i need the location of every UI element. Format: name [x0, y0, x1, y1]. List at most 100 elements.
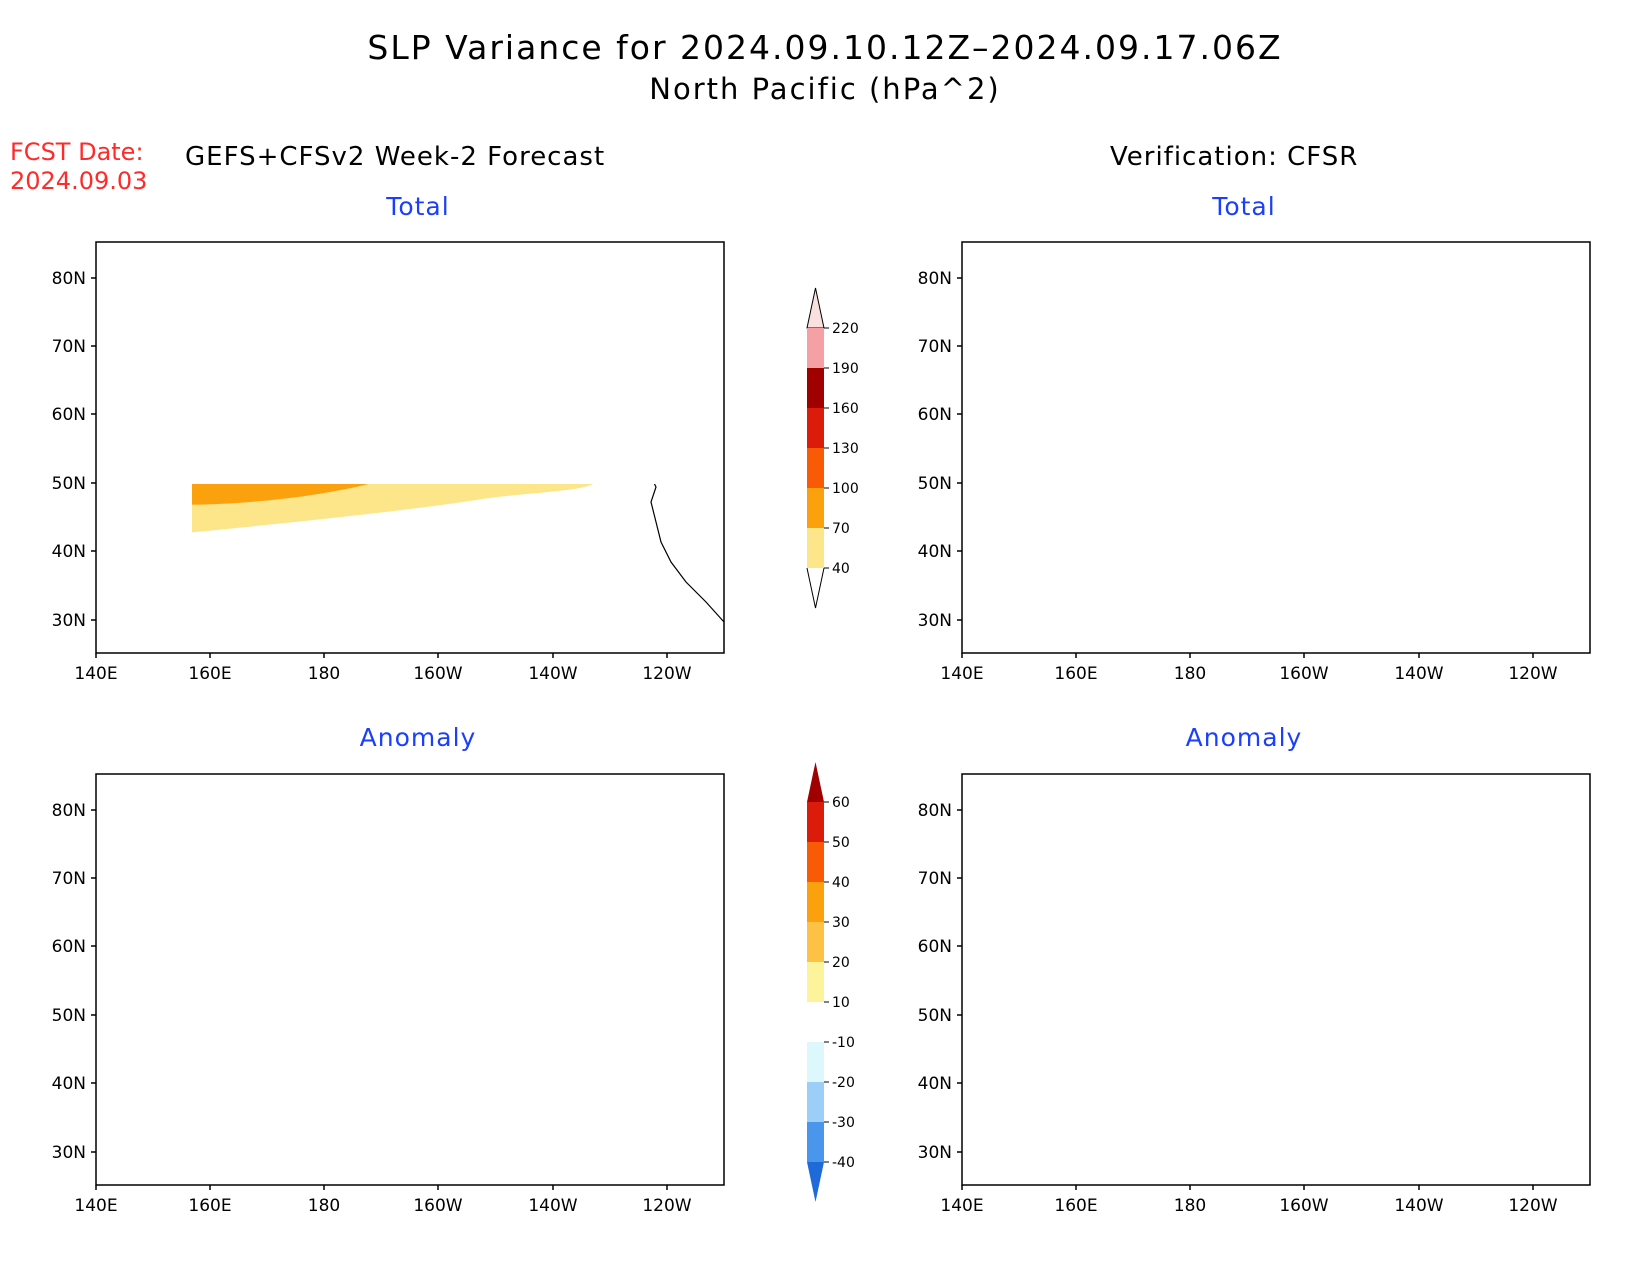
- lon-tick-label: 160E: [1054, 1196, 1097, 1216]
- colorbar-total-swatch: [807, 528, 824, 568]
- lat-tick-label: 50N: [52, 474, 86, 494]
- colorbar-anomaly-swatch: [807, 1082, 824, 1122]
- colorbar-total-label: 130: [832, 441, 859, 457]
- main-subtitle: North Pacific (hPa^2): [649, 72, 1001, 106]
- lat-tick-label: 70N: [52, 337, 86, 357]
- lon-tick-label: 160W: [413, 1196, 462, 1216]
- colorbar-anomaly-swatch: [807, 922, 824, 962]
- contour-fills-verification-total: [962, 242, 1462, 542]
- colorbar-anomaly: 60 50 40 30 20 10 -10 -20 -30 -40: [807, 762, 855, 1202]
- lat-tick-label: 60N: [918, 405, 952, 425]
- lon-tick-label: 140E: [940, 664, 983, 684]
- colorbar-anomaly-swatch: [807, 802, 824, 842]
- colorbar-total-label: 190: [832, 361, 859, 377]
- lon-tick-label: 120W: [642, 1196, 691, 1216]
- map-verification-anomaly: [956, 773, 1591, 1191]
- map-verification-total: [956, 241, 1591, 659]
- colorbar-anomaly-swatch: [807, 842, 824, 882]
- colorbar-anomaly-swatch: [807, 882, 824, 922]
- lat-tick-label: 80N: [918, 801, 952, 821]
- colorbar-total-label: 160: [832, 401, 859, 417]
- colorbar-anomaly-label: 30: [832, 915, 850, 931]
- lon-tick-label: 140E: [940, 1196, 983, 1216]
- fcst-date-label: FCST Date:: [10, 138, 144, 166]
- colorbar-anomaly-label: -20: [832, 1075, 855, 1091]
- lat-tick-label: 50N: [52, 1006, 86, 1026]
- colorbar-total-swatch: [807, 368, 824, 408]
- lat-tick-label: 60N: [918, 937, 952, 957]
- colorbar-total-label: 40: [832, 561, 850, 577]
- colorbar-anomaly-label: 40: [832, 875, 850, 891]
- lat-tick-label: 80N: [918, 269, 952, 289]
- colorbar-anomaly-label: -30: [832, 1115, 855, 1131]
- panel-title-verification-total: Total: [1212, 192, 1276, 221]
- lat-tick-label: 50N: [918, 474, 952, 494]
- colorbar-anomaly-label: 60: [832, 795, 850, 811]
- colorbar-total-label: 70: [832, 521, 850, 537]
- lat-tick-label: 80N: [52, 801, 86, 821]
- map-forecast-anomaly: [90, 773, 725, 1191]
- lon-tick-label: 160E: [188, 664, 231, 684]
- forecast-header: GEFS+CFSv2 Week-2 Forecast: [185, 142, 606, 172]
- lat-tick-label: 60N: [52, 405, 86, 425]
- lon-tick-label: 180: [1174, 1196, 1206, 1216]
- lat-tick-label: 40N: [918, 542, 952, 562]
- colorbar-total-top-arrow: [806, 287, 825, 329]
- lon-tick-label: 160W: [1279, 1196, 1328, 1216]
- lat-tick-label: 80N: [52, 269, 86, 289]
- colorbar-total: 220 190 160 130 100 70 40: [806, 287, 859, 609]
- colorbar-total-label: 220: [832, 321, 859, 337]
- lat-tick-label: 70N: [918, 869, 952, 889]
- colorbar-total-label: 100: [832, 481, 859, 497]
- main-title: SLP Variance for 2024.09.10.12Z–2024.09.…: [367, 28, 1283, 67]
- colorbar-total-swatch: [807, 328, 824, 368]
- colorbar-anomaly-label: 50: [832, 835, 850, 851]
- lat-tick-label: 30N: [918, 611, 952, 631]
- lon-tick-label: 160E: [188, 1196, 231, 1216]
- colorbar-total-swatch: [807, 408, 824, 448]
- axis-labels-layer: 80N 70N 60N 50N 40N 30N 140E 160E 180 160W 140W 120…: [52, 269, 1558, 1216]
- colorbar-anomaly-swatch: [807, 1122, 824, 1162]
- lon-tick-label: 180: [1174, 664, 1206, 684]
- colorbar-anomaly-swatch: [807, 1002, 824, 1042]
- colorbar-anomaly-swatch: [807, 962, 824, 1002]
- lon-tick-label: 180: [308, 664, 340, 684]
- colorbar-total-swatch: [807, 488, 824, 528]
- lat-tick-label: 40N: [918, 1074, 952, 1094]
- map-forecast-total: [90, 241, 725, 659]
- colorbar-anomaly-swatch: [807, 1042, 824, 1082]
- lat-tick-label: 60N: [52, 937, 86, 957]
- colorbar-anomaly-label: -10: [832, 1035, 855, 1051]
- verification-header: Verification: CFSR: [1110, 142, 1359, 172]
- panel-title-forecast-anomaly: Anomaly: [359, 723, 477, 752]
- colorbar-total-swatch: [807, 448, 824, 488]
- fcst-date-value: 2024.09.03: [10, 167, 148, 195]
- lat-tick-label: 70N: [52, 869, 86, 889]
- lon-tick-label: 160W: [1279, 664, 1328, 684]
- lon-tick-label: 180: [308, 1196, 340, 1216]
- lon-tick-label: 160W: [413, 664, 462, 684]
- lat-tick-label: 30N: [918, 1143, 952, 1163]
- lat-tick-label: 50N: [918, 1006, 952, 1026]
- lon-tick-label: 140W: [1394, 664, 1443, 684]
- contour-fills-forecast-anomaly: [96, 779, 724, 1097]
- colorbar-anomaly-top-arrow: [807, 762, 824, 802]
- colorbar-anomaly-label: -40: [832, 1155, 855, 1171]
- lat-tick-label: 30N: [52, 611, 86, 631]
- lat-tick-label: 40N: [52, 1074, 86, 1094]
- lon-tick-label: 120W: [642, 664, 691, 684]
- contour-fills-verification-anomaly: [962, 774, 1590, 1185]
- contour-fills-forecast-total: [192, 484, 593, 533]
- lon-tick-label: 140E: [74, 664, 117, 684]
- lon-tick-label: 160E: [1054, 664, 1097, 684]
- lat-tick-label: 30N: [52, 1143, 86, 1163]
- lon-tick-label: 120W: [1508, 664, 1557, 684]
- colorbar-total-bottom-arrow: [806, 567, 825, 609]
- lon-tick-label: 140E: [74, 1196, 117, 1216]
- lon-tick-label: 140W: [1394, 1196, 1443, 1216]
- lat-tick-label: 70N: [918, 337, 952, 357]
- panel-title-forecast-total: Total: [386, 192, 450, 221]
- colorbar-anomaly-label: 20: [832, 955, 850, 971]
- fcst-date: FCST Date: 2024.09.03: [10, 138, 147, 196]
